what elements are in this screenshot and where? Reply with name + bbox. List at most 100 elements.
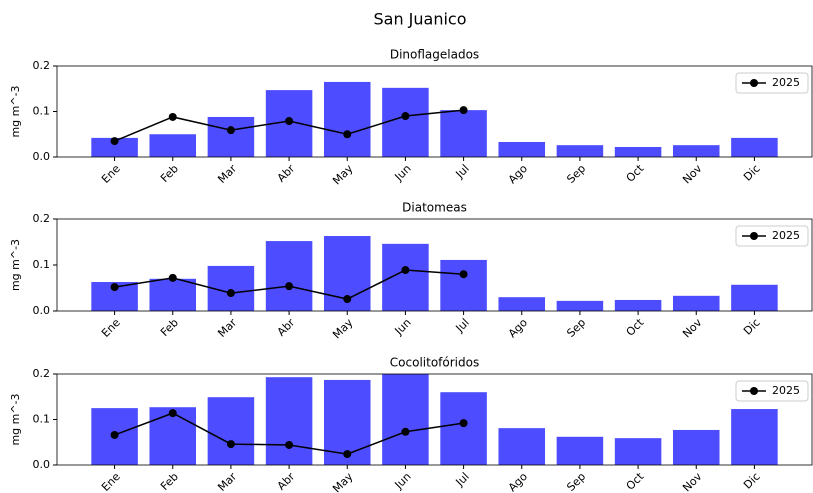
x-tick-label: Abr	[275, 470, 298, 493]
x-tick-label: Oct	[624, 470, 647, 493]
x-tick-label: Sep	[564, 162, 588, 186]
y-tick-label: 0.1	[33, 258, 51, 271]
plot-area	[91, 374, 778, 465]
y-axis-label: mg m^-3	[9, 85, 22, 137]
plot-area	[91, 236, 778, 311]
bar	[382, 374, 429, 465]
legend-label: 2025	[772, 384, 800, 397]
line-marker	[459, 419, 468, 428]
subplot-title: Dinoflagelados	[390, 48, 479, 62]
line-marker	[401, 427, 410, 436]
plot-area	[91, 81, 778, 157]
x-tick-label: Oct	[624, 162, 647, 185]
bar	[614, 299, 662, 311]
x-tick-label: Jun	[392, 162, 414, 184]
y-tick-label: 0.2	[33, 212, 51, 225]
line-marker	[110, 430, 119, 439]
line-marker	[168, 273, 177, 282]
line-marker	[110, 283, 119, 292]
bar	[149, 134, 197, 157]
bar	[382, 87, 429, 157]
line-marker	[459, 270, 468, 279]
line-marker	[226, 126, 235, 135]
line-marker	[285, 282, 294, 291]
bar	[731, 137, 778, 157]
y-tick-label: 0.0	[33, 150, 51, 163]
x-tick-label: Mar	[215, 470, 239, 493]
line-marker	[343, 295, 352, 304]
bar	[207, 397, 255, 465]
bar	[149, 278, 197, 311]
x-tick-label: Mar	[215, 162, 239, 186]
legend-box	[735, 380, 809, 402]
y-tick-label: 0.1	[33, 413, 51, 426]
x-tick-label: May	[330, 162, 356, 188]
x-tick-label: Abr	[275, 162, 298, 185]
x-tick-label: Mar	[215, 316, 239, 340]
x-tick-label: Ene	[99, 316, 123, 340]
y-tick-label: 0.0	[33, 304, 51, 317]
line-marker	[226, 440, 235, 449]
x-tick-label: Jul	[453, 470, 472, 489]
x-tick-label: Nov	[680, 316, 705, 341]
bar	[323, 81, 371, 157]
legend-box	[735, 225, 809, 247]
line-marker	[110, 137, 119, 146]
legend-label: 2025	[772, 229, 800, 242]
bar	[672, 295, 720, 311]
y-tick-label: 0.2	[33, 367, 51, 380]
line-marker	[401, 266, 410, 275]
bar	[672, 429, 720, 465]
y-axis-label: mg m^-3	[9, 239, 22, 291]
subplot-title: Diatomeas	[402, 201, 467, 215]
legend-marker	[750, 79, 758, 87]
x-tick-label: Jun	[392, 470, 414, 492]
x-tick-label: Sep	[564, 316, 588, 340]
axes-frame	[56, 65, 813, 158]
line-marker	[343, 450, 352, 459]
bar	[498, 141, 546, 157]
x-tick-label: Oct	[624, 316, 647, 339]
x-tick-label: May	[330, 470, 356, 493]
line-marker	[285, 440, 294, 449]
bar	[440, 259, 487, 311]
x-tick-label: Ene	[99, 470, 123, 493]
line-marker	[459, 106, 468, 115]
line-marker	[401, 112, 410, 121]
x-tick-label: Feb	[158, 470, 181, 493]
bar	[498, 297, 546, 311]
bar	[731, 284, 778, 311]
legend-box	[735, 72, 809, 94]
x-tick-label: Jun	[392, 316, 414, 338]
x-tick-label: Abr	[275, 316, 298, 339]
y-tick-label: 0.0	[33, 458, 51, 471]
bar	[440, 110, 487, 157]
bar	[731, 409, 778, 465]
bar	[91, 137, 138, 157]
line-marker	[168, 409, 177, 418]
bar	[614, 146, 662, 157]
x-tick-label: Dic	[741, 470, 763, 492]
legend-marker	[750, 232, 758, 240]
legend-label: 2025	[772, 76, 800, 89]
bar	[556, 145, 604, 157]
x-tick-label: Dic	[741, 316, 763, 338]
x-tick-label: Ago	[506, 162, 530, 186]
subplot-title: Cocolitofóridos	[390, 356, 479, 370]
x-tick-label: Sep	[564, 470, 588, 493]
bar	[556, 300, 604, 311]
x-tick-label: Feb	[158, 162, 181, 185]
bar	[265, 377, 313, 465]
y-tick-label: 0.1	[33, 105, 51, 118]
figure-title: San Juanico	[373, 10, 466, 29]
y-tick-label: 0.2	[33, 59, 51, 72]
bar	[207, 116, 255, 157]
x-tick-label: Nov	[680, 470, 705, 493]
bar	[614, 438, 662, 465]
bar	[556, 436, 604, 465]
line-marker	[168, 112, 177, 121]
x-tick-label: Jul	[453, 162, 472, 181]
x-tick-label: Ago	[506, 316, 530, 340]
bar	[440, 392, 487, 465]
